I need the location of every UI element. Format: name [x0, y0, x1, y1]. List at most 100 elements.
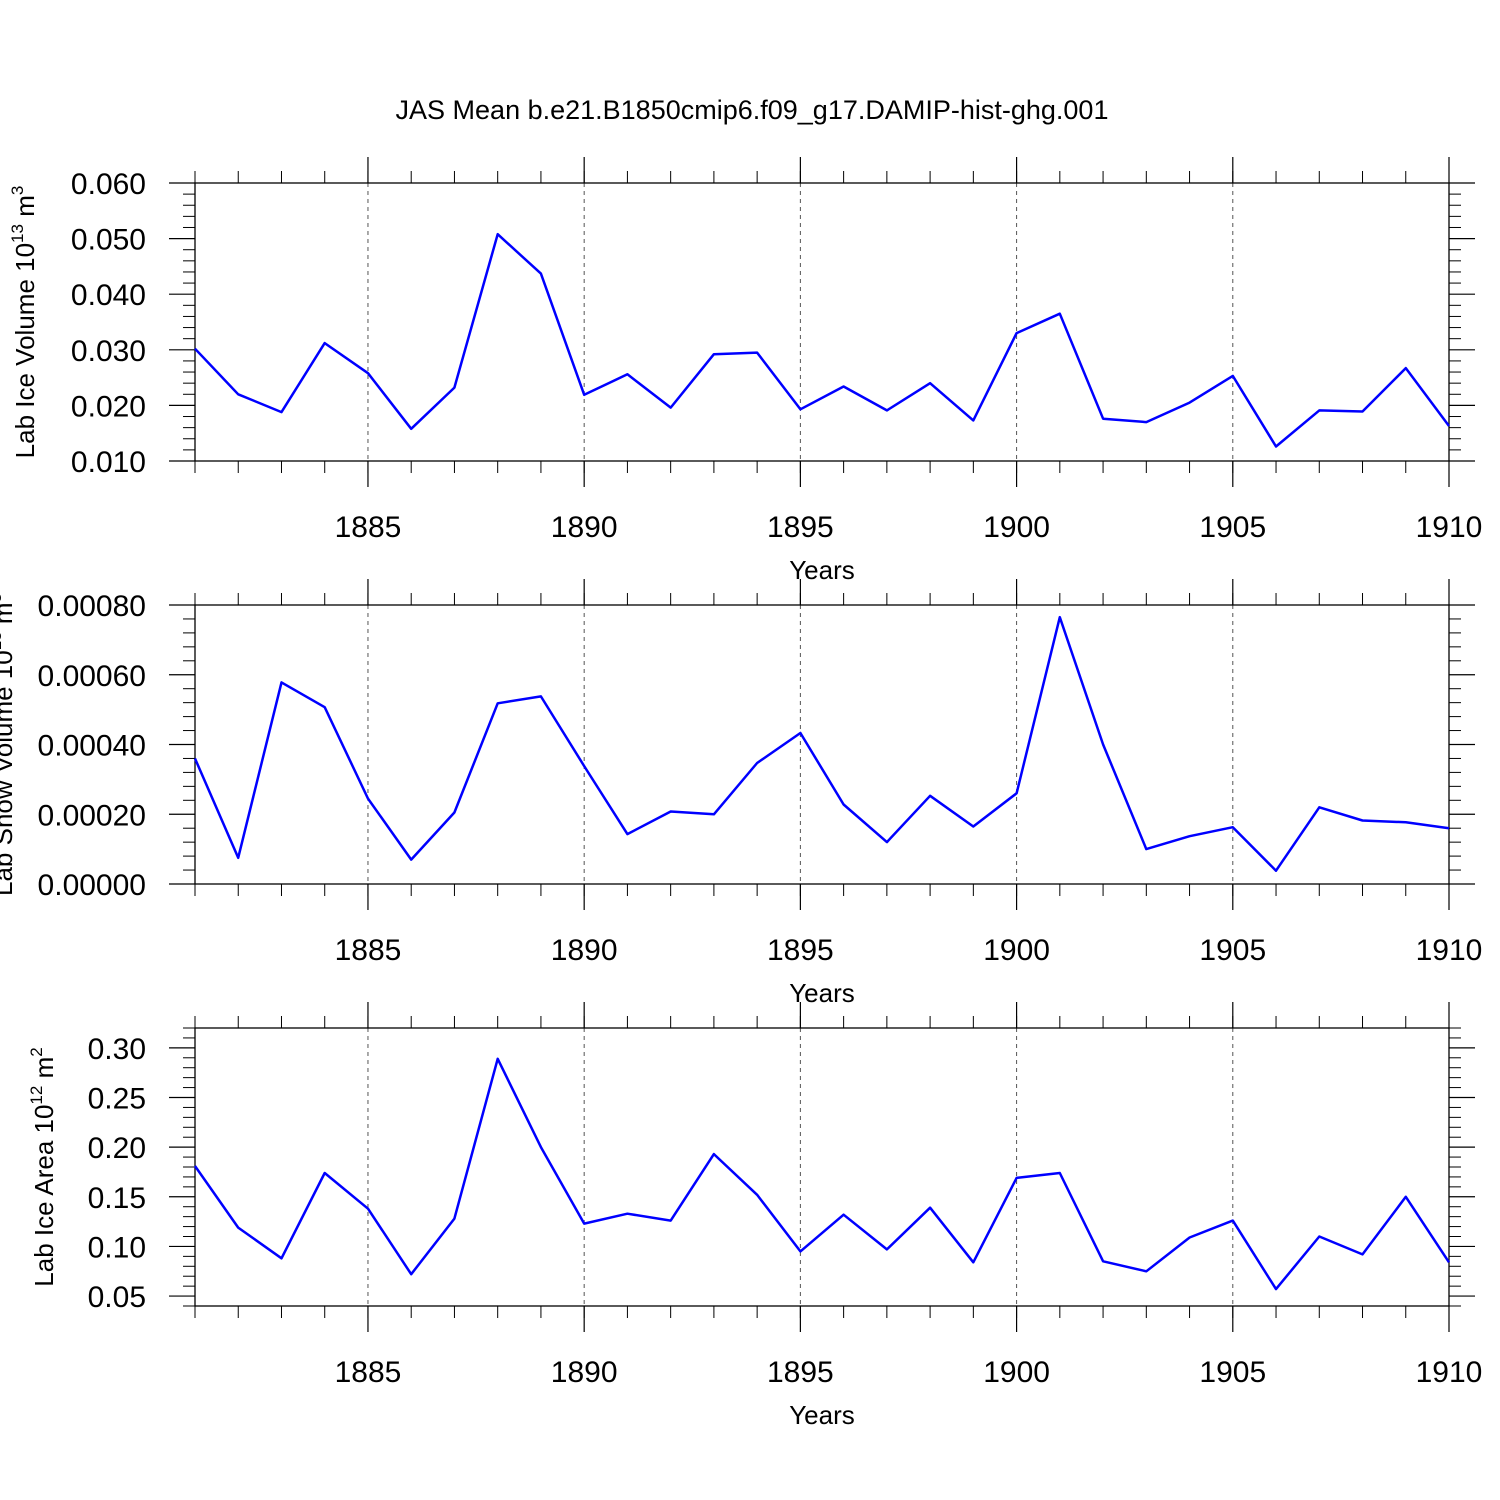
data-point	[1101, 417, 1105, 421]
data-point	[669, 406, 673, 410]
x-tick-label: 1905	[1199, 1356, 1266, 1389]
y-axis-title-main: Lab Snow Volume 10	[0, 650, 18, 896]
data-point	[885, 1247, 889, 1251]
data-point	[1058, 312, 1062, 316]
data-point	[193, 1164, 197, 1168]
grid	[367, 183, 1234, 461]
data-point	[1317, 805, 1321, 809]
data-point	[236, 392, 240, 396]
data-point	[409, 427, 413, 431]
data-point	[1188, 834, 1192, 838]
data-point	[1404, 1195, 1408, 1199]
grid	[367, 1028, 1234, 1306]
data-point	[1058, 615, 1062, 619]
x-tick-label: 1890	[551, 934, 618, 967]
y-axis-title: Lab Snow Volume 1013 m3	[0, 593, 18, 896]
data-point	[323, 341, 327, 345]
x-tick-label: 1905	[1199, 934, 1266, 967]
x-tick-label: 1885	[335, 934, 402, 967]
y-tick-label: 0.020	[71, 390, 146, 423]
data-point	[366, 1207, 370, 1211]
data-point	[539, 272, 543, 276]
series-line	[193, 615, 1450, 872]
data-point	[193, 757, 197, 761]
data-point	[928, 381, 932, 385]
ticks	[169, 1002, 1475, 1332]
data-point	[1274, 445, 1278, 449]
data-point	[712, 1152, 716, 1156]
data-point	[1144, 847, 1148, 851]
data-point	[452, 811, 456, 815]
panel-snow-volume: 1885 1890 1895 1900 1905 1910 0.000000.000200…	[0, 579, 1482, 1008]
ticks	[169, 157, 1475, 487]
y-tick-label: 0.040	[71, 279, 146, 312]
x-tick-label: 1885	[335, 511, 402, 544]
ticks	[169, 579, 1475, 910]
data-point	[1361, 819, 1365, 823]
y-tick-label: 0.050	[71, 224, 146, 257]
y-tick-label: 0.010	[71, 446, 146, 479]
data-point	[409, 1272, 413, 1276]
data-point	[1188, 1236, 1192, 1240]
data-points	[193, 1057, 1451, 1291]
data-point	[1447, 826, 1451, 830]
data-point	[842, 385, 846, 389]
y-tick-label: 0.030	[71, 335, 146, 368]
x-axis-title: Years	[789, 555, 855, 585]
y-axis-title-exponent: 13	[0, 631, 5, 650]
y-axis-title-unit-exponent: 2	[27, 1047, 46, 1056]
data-point	[625, 832, 629, 836]
y-tick-label: 0.05	[88, 1281, 146, 1314]
x-tick-label: 1890	[551, 1356, 618, 1389]
figure-title: JAS Mean b.e21.B1850cmip6.f09_g17.DAMIP-…	[396, 95, 1109, 125]
data-point	[496, 232, 500, 236]
data-point	[971, 825, 975, 829]
data-point	[669, 1219, 673, 1223]
y-tick-labels: 0.010 0.020 0.030 0.040 0.050 0.060	[71, 168, 146, 479]
data-point	[755, 1193, 759, 1197]
data-point	[798, 1249, 802, 1253]
data-point	[366, 797, 370, 801]
y-tick-label: 0.15	[88, 1182, 146, 1215]
data-point	[280, 410, 284, 414]
data-point	[1015, 331, 1019, 335]
data-point	[1231, 374, 1235, 378]
y-tick-label: 0.00020	[38, 799, 146, 832]
data-point	[366, 371, 370, 375]
x-tick-label: 1895	[767, 934, 834, 967]
data-point	[625, 1212, 629, 1216]
data-point	[1274, 1287, 1278, 1291]
data-point	[452, 1217, 456, 1221]
x-tick-labels: 1885 1890 1895 1900 1905 1910	[335, 511, 1483, 544]
data-point	[1144, 1269, 1148, 1273]
data-point	[885, 840, 889, 844]
data-point	[842, 1213, 846, 1217]
plot-frame	[194, 182, 1450, 462]
x-tick-label: 1900	[983, 1356, 1050, 1389]
x-tick-label: 1885	[335, 1356, 402, 1389]
y-tick-labels: 0.00000 0.00020 0.00040 0.00060 0.00080	[38, 590, 146, 902]
data-point	[971, 1260, 975, 1264]
data-points	[193, 232, 1451, 448]
data-point	[409, 858, 413, 862]
data-point	[928, 1206, 932, 1210]
data-point	[1447, 1260, 1451, 1264]
x-axis-title: Years	[789, 978, 855, 1008]
panel-ice-volume: 1885 1890 1895 1900 1905 1910 0.010 0.020 0.030…	[8, 157, 1482, 585]
y-tick-label: 0.060	[71, 168, 146, 201]
data-point	[1274, 869, 1278, 873]
x-axis-title: Years	[789, 1400, 855, 1430]
data-point	[798, 407, 802, 411]
data-point	[755, 351, 759, 355]
series-line	[193, 1057, 1451, 1291]
data-point	[1101, 1259, 1105, 1263]
y-tick-label: 0.10	[88, 1231, 146, 1264]
data-point	[193, 347, 197, 351]
data-point	[582, 1222, 586, 1226]
x-tick-label: 1895	[767, 511, 834, 544]
data-point	[323, 1171, 327, 1175]
y-tick-label: 0.25	[88, 1083, 146, 1116]
y-axis-title-unit-exponent: 3	[0, 593, 5, 602]
data-point	[1231, 825, 1235, 829]
x-tick-label: 1910	[1416, 1356, 1483, 1389]
